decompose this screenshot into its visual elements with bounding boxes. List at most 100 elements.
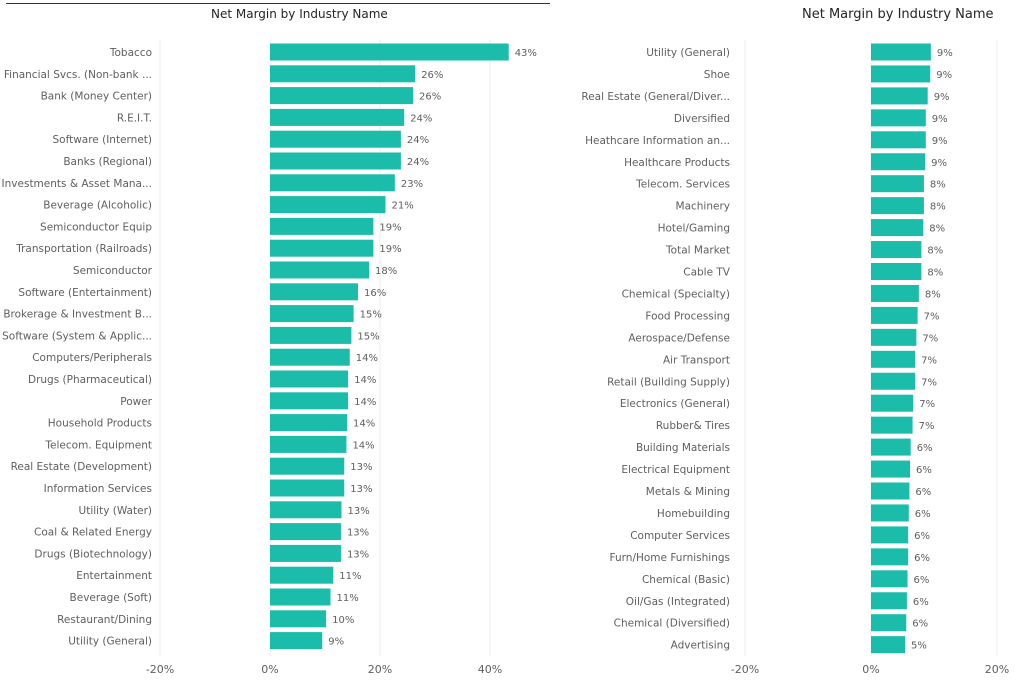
category-label: Total Market — [665, 245, 730, 257]
bar[interactable] — [270, 370, 349, 388]
bar[interactable] — [871, 394, 914, 412]
category-label: Utility (Water) — [79, 505, 152, 517]
bar[interactable] — [270, 196, 386, 214]
bar[interactable] — [871, 416, 913, 434]
bar[interactable] — [871, 284, 919, 302]
bar[interactable] — [871, 197, 924, 215]
bar[interactable] — [871, 504, 909, 522]
bar[interactable] — [871, 570, 908, 588]
data-label: 14% — [356, 353, 378, 364]
bar[interactable] — [270, 174, 395, 192]
category-label: Computers/Peripherals — [32, 352, 152, 364]
bar[interactable] — [871, 109, 926, 127]
bar[interactable] — [871, 482, 910, 500]
data-label: 16% — [364, 288, 386, 299]
bar[interactable] — [270, 457, 345, 475]
bar[interactable] — [270, 108, 405, 126]
bar[interactable] — [871, 592, 907, 610]
bar[interactable] — [270, 588, 331, 606]
category-label: Telecom. Services — [635, 179, 730, 191]
bar[interactable] — [871, 372, 916, 390]
bar[interactable] — [270, 544, 341, 562]
bar[interactable] — [270, 239, 374, 257]
data-label: 11% — [339, 571, 361, 582]
bar[interactable] — [270, 130, 401, 148]
bar[interactable] — [871, 219, 924, 237]
bar[interactable] — [871, 87, 928, 105]
data-label: 6% — [912, 619, 928, 630]
bar[interactable] — [270, 501, 342, 519]
data-label: 6% — [917, 443, 933, 454]
category-label: Beverage (Soft) — [70, 592, 152, 604]
data-label: 15% — [357, 331, 379, 342]
category-label: Household Products — [48, 418, 152, 430]
bar[interactable] — [270, 435, 347, 453]
bar[interactable] — [270, 348, 350, 366]
x-tick-label: -20% — [731, 663, 759, 676]
bar[interactable] — [871, 438, 911, 456]
bar[interactable] — [871, 241, 922, 259]
bar[interactable] — [270, 305, 354, 323]
data-label: 6% — [914, 575, 930, 586]
category-label: Drugs (Biotechnology) — [34, 548, 152, 560]
bar[interactable] — [270, 523, 341, 541]
category-label: Telecom. Equipment — [44, 439, 152, 451]
bar[interactable] — [270, 479, 345, 497]
data-label: 6% — [915, 509, 931, 520]
data-label: 13% — [347, 528, 369, 539]
bar[interactable] — [270, 392, 349, 410]
bar[interactable] — [871, 526, 909, 544]
top-divider — [6, 3, 550, 4]
right-chart-title: Net Margin by Industry Name — [802, 7, 994, 22]
category-label: Semiconductor Equip — [40, 221, 152, 233]
bar[interactable] — [270, 43, 509, 61]
data-label: 9% — [328, 637, 344, 648]
data-label: 14% — [352, 440, 374, 451]
category-label: Real Estate (Development) — [11, 461, 152, 473]
bar[interactable] — [270, 326, 352, 344]
bar[interactable] — [871, 328, 917, 346]
data-label: 11% — [337, 593, 359, 604]
bar[interactable] — [871, 131, 926, 149]
bar[interactable] — [871, 153, 926, 171]
bar[interactable] — [871, 306, 918, 324]
category-label: Rubber& Tires — [656, 420, 730, 432]
category-label: Semiconductor — [73, 265, 153, 277]
bar[interactable] — [871, 65, 931, 83]
category-label: Transportation (Railroads) — [15, 243, 152, 255]
bar[interactable] — [871, 350, 916, 368]
bar[interactable] — [871, 548, 909, 566]
bar[interactable] — [871, 614, 907, 632]
category-label: Information Services — [44, 483, 152, 495]
bar[interactable] — [270, 152, 401, 170]
bar[interactable] — [871, 263, 922, 280]
category-label: Real Estate (General/Diver... — [581, 91, 730, 103]
category-label: Diversified — [674, 113, 730, 125]
bar[interactable] — [270, 87, 413, 105]
x-tick-label: 20% — [985, 663, 1009, 676]
category-label: Beverage (Alcoholic) — [43, 200, 152, 212]
bar[interactable] — [270, 610, 327, 628]
bar[interactable] — [871, 43, 931, 61]
category-label: Chemical (Basic) — [642, 574, 730, 586]
category-label: Computer Services — [630, 530, 730, 542]
right-bar-chart: -20% 0% 20% Utility (General) 9% Shoe 9% Real E… — [581, 40, 1009, 676]
category-label: Chemical (Specialty) — [622, 288, 730, 300]
bar[interactable] — [871, 460, 911, 478]
category-label: R.E.I.T. — [117, 112, 152, 124]
bar[interactable] — [270, 283, 358, 301]
category-label: Drugs (Pharmaceutical) — [28, 374, 152, 386]
bar[interactable] — [871, 636, 906, 654]
bar[interactable] — [270, 632, 323, 650]
bar[interactable] — [270, 217, 374, 235]
category-label: Homebuilding — [657, 508, 730, 520]
category-label: Advertising — [671, 640, 730, 652]
bar[interactable] — [270, 261, 369, 279]
bar[interactable] — [270, 414, 347, 432]
data-label: 9% — [932, 136, 948, 147]
bar[interactable] — [270, 65, 416, 83]
bar[interactable] — [871, 175, 924, 193]
category-label: Hotel/Gaming — [658, 223, 730, 235]
bar[interactable] — [270, 566, 334, 584]
data-label: 7% — [921, 377, 937, 388]
